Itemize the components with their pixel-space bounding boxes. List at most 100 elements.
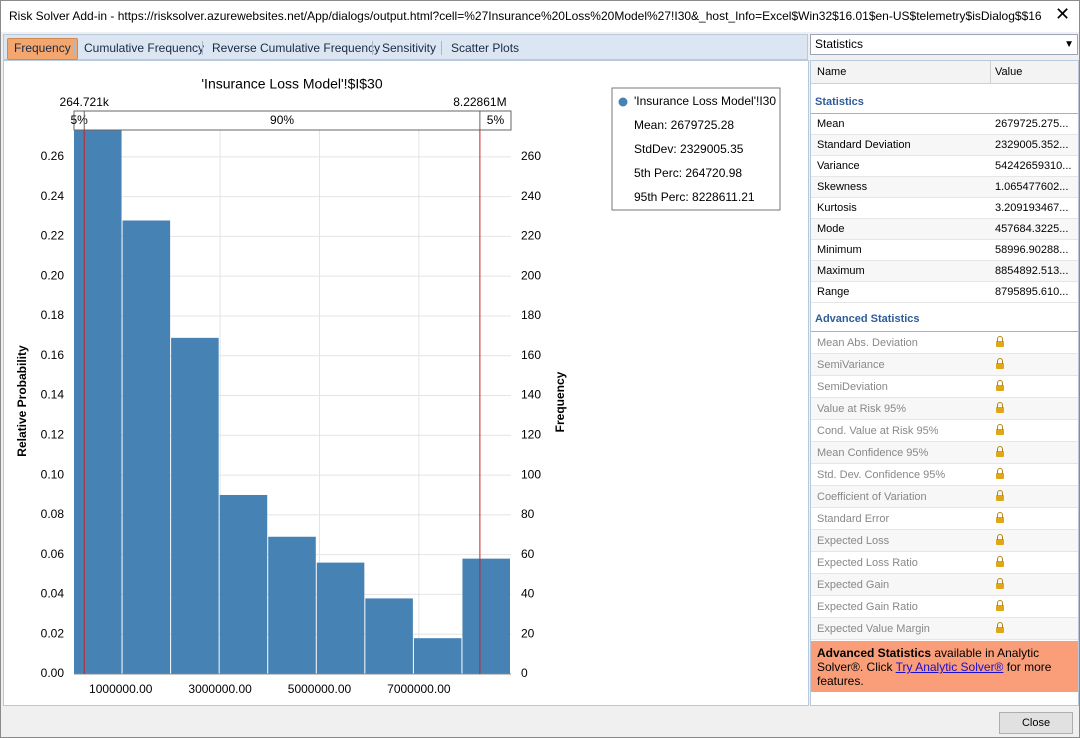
stat-row: Range 8795895.610... bbox=[811, 282, 1078, 303]
bar bbox=[316, 562, 365, 674]
legend-entry: 95th Perc: 8228611.21 bbox=[634, 190, 755, 204]
section-title: Statistics bbox=[815, 96, 864, 108]
y-tick-label: 0.10 bbox=[41, 467, 65, 481]
tab[interactable]: Cumulative Frequency bbox=[84, 41, 205, 55]
lock-icon bbox=[996, 555, 1004, 567]
lock-icon bbox=[996, 445, 1004, 457]
column-header: Value bbox=[995, 66, 1023, 78]
legend-marker bbox=[618, 97, 628, 107]
stats-panel: Advanced Statistics available in Analyti… bbox=[810, 60, 1079, 706]
chart-title: 'Insurance Loss Model'!$I$30 bbox=[201, 76, 382, 92]
stat-row: Expected Loss Ratio bbox=[811, 552, 1078, 574]
stat-name: Coefficient of Variation bbox=[817, 490, 927, 503]
tab[interactable]: Sensitivity bbox=[382, 41, 437, 55]
stat-row: Minimum 58996.90288... bbox=[811, 240, 1078, 261]
note-text: for more features. bbox=[817, 660, 1052, 688]
upgrade-note: Advanced Statistics available in Analyti… bbox=[811, 641, 1078, 692]
stat-name: Cond. Value at Risk 95% bbox=[817, 424, 939, 437]
y2-tick-label: 60 bbox=[521, 547, 535, 561]
bar bbox=[413, 638, 462, 674]
stat-name: Expected Gain bbox=[817, 578, 890, 591]
lock-icon bbox=[996, 335, 1004, 347]
dropdown[interactable]: Statistics ▼ bbox=[810, 34, 1078, 55]
bar bbox=[122, 220, 171, 674]
stat-row: Cond. Value at Risk 95% bbox=[811, 420, 1078, 442]
stat-name: Expected Gain Ratio bbox=[817, 600, 918, 613]
stat-name: Standard Error bbox=[817, 512, 890, 525]
lock-icon bbox=[996, 489, 1004, 501]
dropdown-arrow[interactable]: ▼ bbox=[1064, 39, 1074, 50]
stat-name: Range bbox=[817, 286, 850, 298]
close-button[interactable]: Close bbox=[999, 712, 1073, 734]
y2-tick-label: 100 bbox=[521, 467, 541, 481]
dropdown-value: Statistics bbox=[815, 37, 864, 51]
y-tick-label: 0.24 bbox=[41, 189, 65, 203]
stat-value: 1.065477602... bbox=[995, 181, 1069, 193]
y-tick-label: 0.02 bbox=[41, 626, 65, 640]
lock-icon bbox=[996, 599, 1004, 611]
stat-row: Mean Confidence 95% bbox=[811, 442, 1078, 464]
tab[interactable]: Reverse Cumulative Frequency bbox=[212, 41, 381, 55]
stat-row: Skewness 1.065477602... bbox=[811, 177, 1078, 198]
stat-row: SemiDeviation bbox=[811, 376, 1078, 398]
legend-title: 'Insurance Loss Model'!I30 bbox=[634, 94, 776, 108]
lock-icon bbox=[996, 401, 1004, 413]
stat-row: Coefficient of Variation bbox=[811, 486, 1078, 508]
bar bbox=[268, 536, 316, 674]
x-tick-label: 1000000.00 bbox=[89, 682, 153, 696]
y-tick-label: 0.26 bbox=[41, 149, 65, 163]
note-bold: Advanced Statistics bbox=[817, 646, 932, 660]
y-tick-label: 0.14 bbox=[41, 388, 65, 402]
close-icon[interactable]: ✕ bbox=[1055, 4, 1071, 24]
stat-name: Minimum bbox=[817, 244, 862, 256]
section-rule bbox=[811, 113, 1078, 114]
y-tick-label: 0.08 bbox=[41, 507, 65, 521]
bar bbox=[462, 558, 510, 674]
window-title: Risk Solver Add-in - https://risksolver.… bbox=[9, 9, 1042, 23]
column-header: Name bbox=[817, 66, 847, 78]
y-axis-label: Relative Probability bbox=[15, 345, 29, 457]
y-tick-label: 0.00 bbox=[41, 666, 65, 680]
stat-row: Maximum 8854892.513... bbox=[811, 261, 1078, 282]
note-link[interactable]: Try Analytic Solver® bbox=[895, 660, 1004, 674]
y2-tick-label: 220 bbox=[521, 229, 541, 243]
band-label: 90% bbox=[270, 113, 294, 127]
y-tick-label: 0.06 bbox=[41, 547, 65, 561]
stat-name: SemiDeviation bbox=[817, 380, 888, 393]
section-title: Advanced Statistics bbox=[815, 313, 920, 325]
stat-name: Standard Deviation bbox=[817, 139, 911, 151]
y2-tick-label: 0 bbox=[521, 666, 528, 680]
y2-tick-label: 200 bbox=[521, 268, 541, 282]
stat-row: Standard Deviation 2329005.352... bbox=[811, 135, 1078, 156]
y2-axis-label: Frequency bbox=[553, 371, 567, 432]
stat-name: Mean Abs. Deviation bbox=[817, 336, 918, 349]
stat-name: Mean Confidence 95% bbox=[817, 446, 929, 459]
stat-value: 457684.3225... bbox=[995, 223, 1069, 235]
lock-icon bbox=[996, 511, 1004, 523]
bar bbox=[171, 337, 219, 674]
tab[interactable]: Scatter Plots bbox=[451, 41, 520, 55]
percentile-label: 8.22861M bbox=[453, 95, 506, 109]
stat-row: Std. Dev. Confidence 95% bbox=[811, 464, 1078, 486]
stat-name: Value at Risk 95% bbox=[817, 402, 907, 415]
x-tick-label: 3000000.00 bbox=[188, 682, 252, 696]
lock-icon bbox=[996, 423, 1004, 435]
stat-row: Mode 457684.3225... bbox=[811, 219, 1078, 240]
y-tick-label: 0.18 bbox=[41, 308, 65, 322]
x-tick-label: 5000000.00 bbox=[288, 682, 352, 696]
stat-value: 8854892.513... bbox=[995, 265, 1069, 277]
stat-row: Expected Loss bbox=[811, 530, 1078, 552]
tab[interactable]: Frequency bbox=[7, 38, 78, 60]
bar bbox=[219, 494, 268, 674]
band-box bbox=[73, 110, 512, 131]
lock-icon bbox=[996, 621, 1004, 633]
stat-name: Expected Loss Ratio bbox=[817, 556, 918, 569]
stat-name: Std. Dev. Confidence 95% bbox=[817, 468, 946, 481]
stat-row: Kurtosis 3.209193467... bbox=[811, 198, 1078, 219]
y2-tick-label: 20 bbox=[521, 626, 535, 640]
title-bar: Risk Solver Add-in - https://risksolver.… bbox=[1, 1, 1079, 32]
legend-entry: Mean: 2679725.28 bbox=[634, 118, 734, 132]
bar bbox=[74, 128, 122, 675]
chart: 'Insurance Loss Model'!$I$30 0.00 0.02 0.04… bbox=[15, 76, 781, 696]
